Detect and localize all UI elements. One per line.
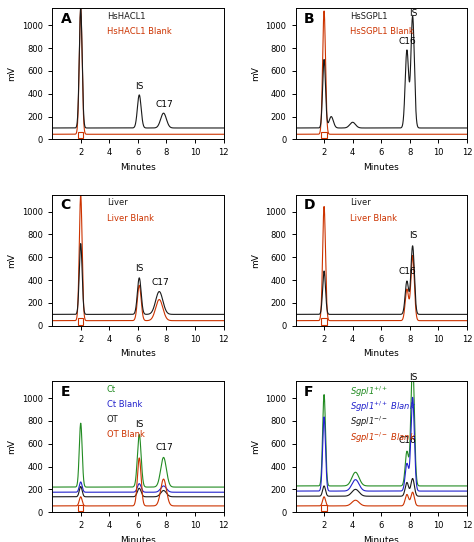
Bar: [78, 318, 83, 325]
Text: Sgpl1$^{+/+}$: Sgpl1$^{+/+}$: [350, 385, 389, 399]
Y-axis label: mV: mV: [251, 439, 260, 454]
Text: IS: IS: [409, 9, 417, 18]
Y-axis label: mV: mV: [8, 253, 17, 268]
Text: F: F: [304, 385, 314, 399]
Text: Liver: Liver: [350, 198, 371, 208]
Text: D: D: [304, 198, 316, 212]
Y-axis label: mV: mV: [251, 253, 260, 268]
Text: HsSGPL1 Blank: HsSGPL1 Blank: [350, 27, 414, 36]
Text: C17: C17: [152, 278, 170, 287]
Text: Sgpl1$^{+/+}$ Blank: Sgpl1$^{+/+}$ Blank: [350, 400, 417, 414]
X-axis label: Minutes: Minutes: [364, 350, 399, 358]
Text: Ct: Ct: [107, 385, 116, 394]
Text: IS: IS: [409, 373, 417, 382]
Text: C16: C16: [398, 37, 416, 46]
Text: C: C: [61, 198, 71, 212]
Text: HsSGPL1: HsSGPL1: [350, 12, 388, 21]
Text: B: B: [304, 12, 315, 26]
Bar: [321, 132, 327, 138]
Text: IS: IS: [409, 231, 417, 240]
Bar: [321, 318, 327, 325]
Text: HsHACL1 Blank: HsHACL1 Blank: [107, 27, 172, 36]
X-axis label: Minutes: Minutes: [364, 536, 399, 542]
Text: OT Blank: OT Blank: [107, 430, 145, 439]
Text: E: E: [61, 385, 70, 399]
Text: C16: C16: [398, 267, 416, 275]
X-axis label: Minutes: Minutes: [120, 163, 155, 172]
Text: Liver Blank: Liver Blank: [107, 214, 154, 223]
X-axis label: Minutes: Minutes: [120, 536, 155, 542]
Text: Sgpl1$^{-/-}$ Blank: Sgpl1$^{-/-}$ Blank: [350, 430, 417, 444]
Bar: [78, 132, 83, 138]
Text: IS: IS: [135, 420, 144, 429]
Y-axis label: mV: mV: [8, 439, 17, 454]
Bar: [321, 505, 327, 511]
Text: Liver Blank: Liver Blank: [350, 214, 397, 223]
Text: Sgpl1$^{-/-}$: Sgpl1$^{-/-}$: [350, 415, 388, 429]
Text: C17: C17: [155, 443, 173, 451]
Text: OT: OT: [107, 415, 118, 424]
Y-axis label: mV: mV: [251, 66, 260, 81]
Text: Ct Blank: Ct Blank: [107, 400, 142, 409]
Text: C16: C16: [398, 436, 416, 445]
Text: A: A: [61, 12, 72, 26]
Y-axis label: mV: mV: [8, 66, 17, 81]
Text: IS: IS: [135, 82, 144, 92]
Bar: [78, 505, 83, 511]
Text: IS: IS: [135, 264, 144, 273]
Text: Liver: Liver: [107, 198, 128, 208]
X-axis label: Minutes: Minutes: [364, 163, 399, 172]
X-axis label: Minutes: Minutes: [120, 350, 155, 358]
Text: HsHACL1: HsHACL1: [107, 12, 146, 21]
Text: C17: C17: [155, 100, 173, 108]
